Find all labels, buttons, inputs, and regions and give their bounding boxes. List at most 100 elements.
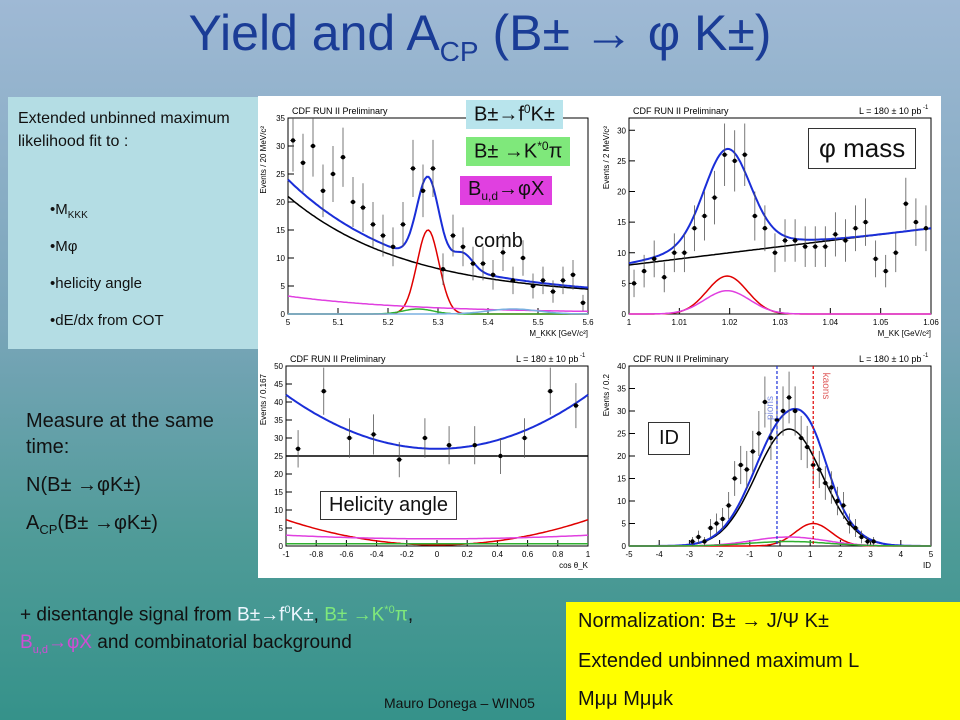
curve-total-blue	[628, 147, 932, 265]
lumi-label: L = 180 ± 10 pb	[859, 106, 921, 116]
tag-comb: comb	[474, 230, 523, 252]
data-point-17	[802, 244, 808, 249]
tag-kstar: B± →K*0π	[466, 137, 571, 166]
y-tick-label-3: 15	[276, 226, 285, 235]
data-point-7	[472, 443, 477, 448]
slide-title: Yield and ACP (B± → φ K±)	[188, 5, 772, 67]
data-point-9	[522, 435, 527, 441]
y-tick-label-1: 5	[279, 524, 284, 533]
x-tick-label-1: -4	[656, 550, 664, 559]
x-tick-label-6: 1.06	[923, 318, 939, 327]
y-tick-label-1: 5	[281, 282, 286, 291]
data-point-2	[702, 539, 707, 544]
x-tick-label-2: -3	[686, 550, 694, 559]
data-point-25	[883, 268, 888, 274]
fit-item-helicity: helicity angle	[50, 275, 164, 312]
data-point-29	[923, 226, 929, 231]
x-axis-label: M_KKK [GeV/c²]	[529, 329, 588, 338]
y-tick-label-3: 15	[617, 218, 626, 227]
x-tick-label-4: -1	[746, 550, 754, 559]
x-tick-label-10: 1	[586, 550, 591, 559]
x-tick-label-10: 5	[929, 550, 934, 559]
y-tick-label-3: 15	[617, 475, 626, 484]
data-point-15	[782, 238, 788, 243]
data-point-24	[835, 498, 840, 504]
data-point-4	[672, 250, 677, 255]
x-tick-label-2: -0.6	[340, 550, 354, 559]
y-tick-label-7: 35	[274, 416, 283, 425]
data-point-17	[460, 244, 466, 249]
y-tick-label-0: 0	[281, 310, 286, 319]
data-point-10	[732, 158, 737, 164]
tag-budphix: Bu,d→φX	[460, 176, 553, 205]
plot-frame	[628, 365, 932, 547]
x-tick-label-9: 0.8	[552, 550, 564, 559]
data-point-3	[371, 432, 376, 437]
curve-signal-red	[285, 518, 589, 546]
data-point-4	[397, 457, 402, 462]
x-axis-label: M_KK [GeV/c²]	[878, 329, 931, 338]
data-point-27	[853, 525, 858, 531]
data-point-7	[732, 476, 737, 481]
data-point-21	[843, 238, 848, 243]
curve-comb	[287, 195, 589, 290]
x-tick-label-6: 5.6	[582, 318, 594, 327]
x-tick-label-3: 5.3	[432, 318, 444, 327]
data-point-11	[756, 431, 762, 436]
plot-helicity: CDF RUN II Preliminary L = 180 ± 10 pb -1-…	[259, 353, 591, 570]
data-point-8	[370, 222, 376, 227]
y-tick-label-7: 35	[617, 385, 626, 394]
x-axis-label: cos θ_K	[559, 561, 589, 570]
data-point-7	[360, 205, 366, 210]
data-point-16	[786, 395, 792, 400]
data-point-14	[772, 250, 778, 255]
x-tick-label-6: 0.2	[462, 550, 474, 559]
data-point-29	[865, 539, 870, 544]
curve-total-blue	[287, 175, 589, 289]
data-point-10	[548, 389, 553, 394]
x-tick-label-2: 1.02	[722, 318, 738, 327]
data-point-16	[792, 238, 798, 243]
data-point-18	[798, 435, 804, 441]
curve-bud-pink	[285, 534, 589, 540]
data-point-24	[530, 283, 536, 289]
data-point-27	[903, 201, 909, 206]
data-point-5	[422, 435, 428, 441]
fit-intro: Extended unbinned maximum likelihood fit…	[18, 110, 230, 150]
y-tick-label-0: 0	[279, 542, 284, 551]
y-tick-label-1: 5	[622, 520, 627, 529]
y-axis-label: Events / 20 MeV/c²	[259, 126, 268, 194]
data-point-12	[752, 213, 758, 219]
data-point-30	[871, 539, 876, 544]
data-point-20	[490, 272, 496, 277]
x-tick-label-4: 5.4	[482, 318, 494, 327]
cdf-label: CDF RUN II Preliminary	[290, 354, 386, 364]
data-point-9	[380, 233, 386, 238]
data-point-20	[811, 462, 816, 468]
y-tick-label-5: 25	[617, 430, 626, 439]
data-point-21	[500, 250, 506, 255]
fit-variables-list: MKKK Mφ helicity angle dE/dx from COT	[50, 201, 164, 349]
data-point-25	[841, 503, 846, 508]
y-tick-label-4: 20	[617, 452, 626, 461]
kaons-label: kaons	[820, 373, 831, 400]
norm-line-2: Extended unbinned maximum L	[578, 650, 860, 672]
x-tick-label-7: 0.4	[492, 550, 504, 559]
normalization-box: Normalization: B± → J/Ψ K± Extended unbi…	[566, 602, 960, 720]
data-point-11	[400, 222, 406, 227]
data-point-17	[792, 408, 798, 414]
x-tick-label-5: 5.5	[532, 318, 544, 327]
x-tick-label-0: 1	[627, 318, 632, 327]
data-point-16	[450, 233, 456, 238]
data-point-19	[804, 444, 810, 450]
x-tick-label-8: 0.6	[522, 550, 534, 559]
y-tick-label-5: 25	[617, 157, 626, 166]
x-tick-label-1: -0.8	[309, 550, 323, 559]
data-point-26	[847, 521, 852, 526]
data-point-15	[780, 408, 786, 414]
data-point-10	[750, 449, 756, 454]
y-tick-label-0: 0	[622, 542, 627, 551]
x-axis-label: ID	[923, 561, 931, 570]
y-tick-label-5: 25	[276, 170, 285, 179]
x-tick-label-8: 3	[868, 550, 873, 559]
